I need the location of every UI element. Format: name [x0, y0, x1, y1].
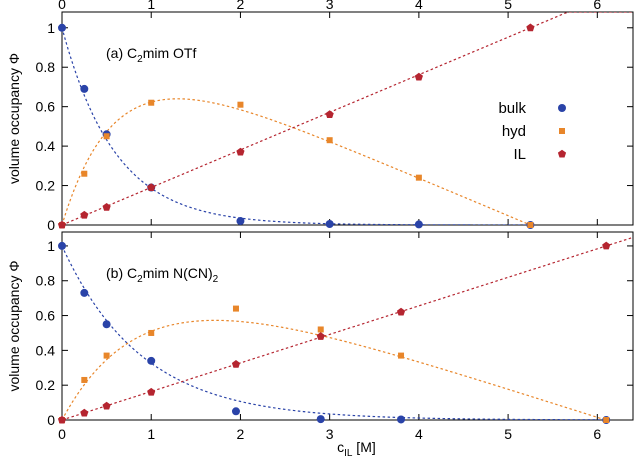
- y-tick-label: 0: [47, 217, 55, 233]
- data-point-il: [602, 241, 611, 250]
- y-tick-label: 0.2: [36, 178, 56, 194]
- data-point-hyd: [148, 329, 155, 336]
- data-point-bulk: [397, 415, 406, 424]
- y-tick-label: 0.4: [36, 342, 56, 358]
- y-tick-label: 0.8: [36, 273, 56, 289]
- data-point-il: [80, 210, 89, 219]
- data-point-hyd: [398, 352, 405, 359]
- x-tick-label-top: 0: [58, 0, 66, 12]
- data-point-il: [147, 183, 156, 192]
- data-point-il: [80, 408, 89, 417]
- legend-label-il: IL: [513, 146, 526, 163]
- data-point-hyd: [103, 133, 110, 140]
- data-point-hyd: [603, 417, 610, 423]
- y-tick-label: 0.2: [36, 377, 56, 393]
- data-point-il: [236, 147, 245, 156]
- series-curve-hyd: [62, 319, 607, 420]
- data-point-il: [414, 72, 423, 81]
- x-tick-label: 5: [504, 426, 512, 442]
- data-point-hyd: [81, 170, 88, 177]
- x-tick-label: 1: [147, 426, 155, 442]
- plot-frame: [61, 11, 634, 226]
- data-point-bulk: [236, 217, 245, 226]
- data-point-hyd: [232, 305, 239, 312]
- plot-frame: [61, 231, 634, 421]
- data-point-hyd: [317, 326, 324, 333]
- x-tick-label-top: 6: [593, 0, 601, 12]
- data-point-il: [102, 202, 111, 211]
- x-tick-label-top: 1: [147, 0, 155, 12]
- x-tick-label: 2: [237, 426, 245, 442]
- data-point-bulk: [80, 288, 89, 297]
- data-point-bulk: [58, 241, 66, 250]
- legend: bulk hyd IL: [498, 100, 567, 163]
- data-point-hyd: [148, 99, 155, 106]
- data-point-il: [147, 387, 156, 396]
- x-tick-label: 4: [415, 426, 423, 442]
- panel-label: (a) C2mim OTf: [106, 45, 196, 65]
- x-tick-label-top: 5: [504, 0, 512, 12]
- series-curve-hyd: [62, 98, 531, 225]
- data-point-hyd: [237, 101, 244, 108]
- legend-label-bulk: bulk: [498, 100, 526, 117]
- x-tick-label-top: 2: [237, 0, 245, 12]
- data-point-il: [325, 110, 334, 119]
- y-axis-label: volume occupancy Φ: [6, 260, 22, 391]
- legend-label-hyd: hyd: [502, 123, 526, 140]
- legend-marker-hyd: [559, 128, 565, 134]
- data-point-hyd: [326, 137, 333, 144]
- data-point-hyd: [527, 222, 534, 228]
- x-tick-label-top: 4: [415, 0, 423, 12]
- data-point-hyd: [81, 376, 88, 383]
- data-point-il: [316, 332, 325, 340]
- data-point-bulk: [80, 84, 89, 93]
- x-tick-label: 0: [58, 426, 66, 442]
- panel-label: (b) C2mim N(CN)2: [106, 265, 219, 285]
- data-point-hyd: [103, 352, 110, 359]
- panel-b: 0 0.2 0.4 0.6 0.8 1 0 1 2 3 4 5 6 volume occupancy Φ (…: [6, 231, 634, 458]
- y-tick-label: 0.4: [36, 138, 56, 154]
- data-point-bulk: [316, 415, 325, 424]
- data-point-bulk: [414, 220, 423, 229]
- data-point-il: [102, 401, 111, 410]
- data-point-bulk: [325, 220, 334, 229]
- data-point-il: [57, 220, 67, 229]
- x-tick-label: 6: [593, 426, 601, 442]
- series-curve-il: [62, 12, 633, 225]
- x-tick-label-top: 3: [326, 0, 334, 12]
- data-point-bulk: [102, 320, 111, 329]
- data-point-hyd: [415, 174, 422, 181]
- data-point-bulk: [147, 356, 156, 365]
- data-point-il: [231, 360, 241, 368]
- y-tick-label: 0.6: [36, 99, 56, 115]
- legend-marker-bulk: [558, 104, 566, 112]
- data-point-bulk: [231, 407, 240, 416]
- y-tick-label: 1: [47, 238, 55, 254]
- x-tick-label: 3: [326, 426, 334, 442]
- y-tick-label: 1: [47, 20, 55, 36]
- y-tick-label: 0.8: [36, 59, 56, 75]
- legend-marker-il: [557, 149, 567, 158]
- data-point-il: [396, 307, 406, 316]
- y-tick-label: 0.6: [36, 308, 56, 324]
- data-point-il: [57, 415, 67, 424]
- data-point-bulk: [58, 23, 66, 32]
- y-tick-label: 0: [47, 412, 55, 428]
- y-axis-label: volume occupancy Φ: [6, 53, 22, 184]
- data-point-il: [526, 23, 535, 32]
- x-axis-label: cIL [M]: [337, 439, 376, 458]
